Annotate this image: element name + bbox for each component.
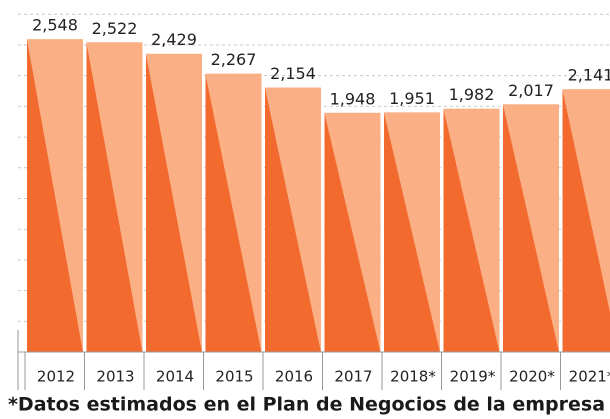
bar-dark	[324, 112, 381, 352]
bar-light	[384, 112, 440, 353]
bar-dark	[265, 87, 321, 352]
bar	[324, 112, 381, 352]
x-tick-label: 2016	[275, 368, 313, 386]
value-label: 2,522	[92, 19, 138, 38]
value-label: 1,982	[449, 85, 495, 104]
x-tick-label: 2014	[156, 368, 194, 386]
bar-dark	[562, 89, 610, 352]
bar	[384, 112, 440, 353]
x-tick-label: 2017	[334, 368, 372, 386]
x-tick-label: 2019*	[450, 368, 496, 386]
bar	[443, 108, 500, 352]
bar-dark	[27, 39, 83, 353]
value-label: 2,141	[568, 66, 610, 85]
bar-dark	[86, 42, 143, 352]
value-label: 2,429	[151, 30, 197, 49]
value-label: 2,017	[508, 81, 554, 100]
value-label: 1,951	[389, 89, 435, 108]
bar-dark	[443, 108, 500, 352]
x-tick-label: 2015	[215, 368, 253, 386]
bar	[146, 53, 202, 353]
footnote: *Datos estimados en el Plan de Negocios …	[8, 394, 605, 416]
x-tick-label: 2012	[37, 368, 75, 386]
bar-light	[27, 39, 83, 353]
bar-dark	[384, 112, 440, 353]
bar	[503, 104, 559, 352]
value-label: 2,154	[270, 64, 316, 83]
value-label: 1,948	[330, 89, 376, 108]
bar-dark	[146, 53, 202, 353]
bar-dark	[503, 104, 559, 352]
bar	[265, 87, 321, 352]
x-tick-label: 2021*	[569, 368, 610, 386]
x-tick-label: 2020*	[509, 368, 555, 386]
bar	[86, 42, 143, 352]
bar-dark	[205, 73, 262, 352]
bar	[27, 39, 83, 353]
value-label: 2,267	[211, 50, 257, 69]
bar	[562, 89, 610, 352]
value-label: 2,548	[32, 16, 78, 35]
x-tick-label: 2013	[96, 368, 134, 386]
x-tick-label: 2018*	[390, 368, 436, 386]
bar	[205, 73, 262, 352]
